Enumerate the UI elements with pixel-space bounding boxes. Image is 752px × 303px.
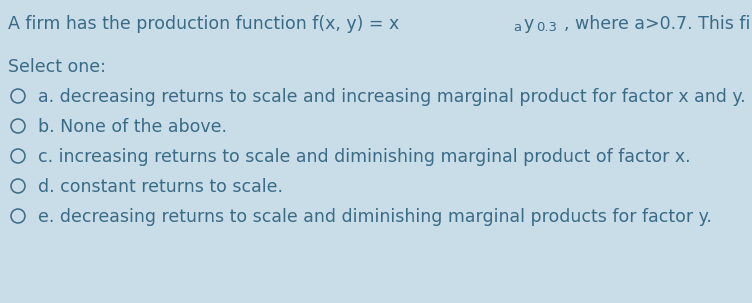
Text: a. decreasing returns to scale and increasing marginal product for factor x and : a. decreasing returns to scale and incre… xyxy=(38,88,746,106)
Text: 0.3: 0.3 xyxy=(536,21,557,34)
Text: a: a xyxy=(513,21,521,34)
Text: e. decreasing returns to scale and diminishing marginal products for factor y.: e. decreasing returns to scale and dimin… xyxy=(38,208,712,226)
Text: d. constant returns to scale.: d. constant returns to scale. xyxy=(38,178,283,196)
Text: y: y xyxy=(523,15,534,33)
Text: b. None of the above.: b. None of the above. xyxy=(38,118,227,136)
Text: , where a>0.7. This firm has: , where a>0.7. This firm has xyxy=(564,15,752,33)
Text: c. increasing returns to scale and diminishing marginal product of factor x.: c. increasing returns to scale and dimin… xyxy=(38,148,690,166)
Text: A firm has the production function f(x, y) = x: A firm has the production function f(x, … xyxy=(8,15,399,33)
Text: Select one:: Select one: xyxy=(8,58,106,76)
